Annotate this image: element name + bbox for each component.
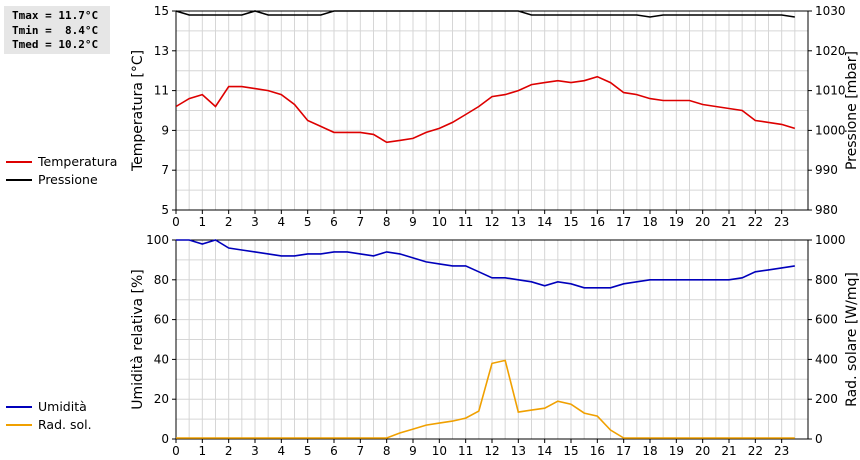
x-tick-label: 5 [304, 444, 312, 458]
x-tick-label: 12 [484, 444, 499, 458]
legend-item-pressure: Pressione [6, 171, 117, 189]
y-tick-label: 7 [161, 163, 169, 177]
stats-box: Tmax = 11.7°C Tmin = 8.4°C Tmed = 10.2°C [4, 6, 110, 54]
x-tick-label: 21 [721, 444, 736, 458]
x-tick-label: 18 [642, 444, 657, 458]
x-tick-label: 22 [748, 444, 763, 458]
series-line-rad-sol [176, 359, 795, 439]
x-tick-label: 15 [563, 444, 578, 458]
legend-bottom: Umidità Rad. sol. [6, 398, 92, 434]
y-tick-label: 60 [154, 313, 169, 327]
series-line-temperatura [176, 75, 796, 144]
x-tick-label: 16 [590, 444, 605, 458]
x-tick-label: 13 [511, 215, 526, 229]
y2-tick-label: 1020 [815, 44, 846, 58]
x-tick-label: 23 [774, 444, 789, 458]
y-tick-label: 9 [161, 123, 169, 137]
y2-tick-label: 990 [815, 163, 838, 177]
x-tick-label: 20 [695, 215, 710, 229]
x-tick-label: 8 [383, 215, 391, 229]
series-line-pressione [176, 10, 795, 18]
y2-axis-label: Pressione [mbar] [844, 51, 860, 170]
x-tick-label: 10 [432, 215, 447, 229]
x-tick-label: 20 [695, 444, 710, 458]
x-tick-label: 23 [774, 215, 789, 229]
tmin-readout: Tmin = 8.4°C [12, 23, 99, 37]
tmed-readout: Tmed = 10.2°C [12, 38, 99, 51]
y2-tick-label: 800 [815, 273, 838, 287]
tmax-readout: Tmax = 11.7°C [12, 9, 99, 22]
y-tick-label: 11 [154, 84, 169, 98]
legend-swatch-pressure [6, 179, 32, 181]
x-tick-label: 6 [330, 444, 338, 458]
x-tick-label: 22 [748, 215, 763, 229]
x-tick-label: 13 [511, 444, 526, 458]
y-tick-label: 40 [154, 352, 169, 366]
y2-tick-label: 1000 [815, 123, 846, 137]
y-axis-label: Umidità relativa [%] [130, 269, 146, 410]
x-tick-label: 5 [304, 215, 312, 229]
x-tick-label: 15 [563, 215, 578, 229]
x-tick-label: 8 [383, 444, 391, 458]
x-tick-label: 1 [199, 215, 207, 229]
x-tick-label: 9 [409, 215, 417, 229]
y-tick-label: 13 [154, 44, 169, 58]
y-tick-label: 80 [154, 273, 169, 287]
x-tick-label: 21 [721, 215, 736, 229]
y2-tick-label: 400 [815, 352, 838, 366]
x-tick-label: 0 [172, 444, 180, 458]
x-tick-label: 11 [458, 215, 473, 229]
x-tick-label: 11 [458, 444, 473, 458]
y2-tick-label: 1010 [815, 84, 846, 98]
x-tick-label: 7 [357, 444, 365, 458]
x-tick-label: 2 [225, 215, 233, 229]
y-tick-label: 15 [154, 4, 169, 18]
y-tick-label: 0 [161, 432, 169, 446]
x-tick-label: 12 [484, 215, 499, 229]
x-tick-label: 19 [669, 215, 684, 229]
legend-item-solar-radiation: Rad. sol. [6, 416, 92, 434]
legend-label-solar-radiation: Rad. sol. [38, 417, 92, 432]
y-tick-label: 100 [146, 233, 169, 247]
x-tick-label: 4 [278, 444, 286, 458]
x-tick-label: 19 [669, 444, 684, 458]
x-tick-label: 0 [172, 215, 180, 229]
series-line-umidit [176, 239, 795, 289]
y2-tick-label: 600 [815, 313, 838, 327]
x-tick-label: 10 [432, 444, 447, 458]
x-tick-label: 14 [537, 444, 552, 458]
x-tick-label: 14 [537, 215, 552, 229]
x-tick-label: 18 [642, 215, 657, 229]
x-tick-label: 7 [357, 215, 365, 229]
x-tick-label: 17 [616, 444, 631, 458]
legend-label-humidity: Umidità [38, 399, 87, 414]
x-tick-label: 17 [616, 215, 631, 229]
legend-item-temperature: Temperatura [6, 153, 117, 171]
y2-tick-label: 980 [815, 203, 838, 217]
x-tick-label: 16 [590, 215, 605, 229]
x-tick-label: 3 [251, 215, 259, 229]
y-tick-label: 5 [161, 203, 169, 217]
legend-label-pressure: Pressione [38, 172, 98, 187]
x-tick-label: 6 [330, 215, 338, 229]
x-tick-label: 3 [251, 444, 259, 458]
x-tick-label: 4 [278, 215, 286, 229]
y2-axis-label: Rad. solare [W/mq] [844, 272, 860, 407]
x-tick-label: 9 [409, 444, 417, 458]
y2-tick-label: 200 [815, 392, 838, 406]
y-axis-label: Temperatura [°C] [130, 50, 146, 172]
x-tick-label: 2 [225, 444, 233, 458]
legend-swatch-temperature [6, 161, 32, 163]
y2-tick-label: 1000 [815, 233, 846, 247]
legend-swatch-humidity [6, 406, 32, 408]
x-tick-label: 1 [199, 444, 207, 458]
legend-swatch-solar-radiation [6, 424, 32, 426]
legend-label-temperature: Temperatura [38, 154, 118, 169]
legend-top: Temperatura Pressione [6, 153, 117, 189]
y-tick-label: 20 [154, 392, 169, 406]
y2-tick-label: 0 [815, 432, 823, 446]
y2-tick-label: 1030 [815, 4, 846, 18]
legend-item-humidity: Umidità [6, 398, 92, 416]
